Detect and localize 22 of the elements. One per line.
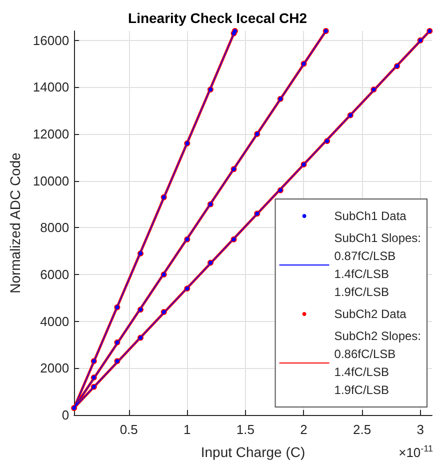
y-tick-label: 12000 — [32, 126, 70, 142]
y-tick-label: 4000 — [40, 314, 70, 329]
x-tick-label: 2.5 — [353, 422, 372, 437]
y-tick-label: 10000 — [32, 173, 70, 188]
y-tick-label: 0 — [62, 408, 70, 422]
y-tick-label: 2000 — [40, 360, 70, 376]
x-axis-title: Input Charge (C) — [200, 444, 306, 460]
legend-label: SubCh1 Slopes: 0.87fC/LSB 1.4fC/LSB 1.9fC/LSB — [334, 231, 422, 299]
x-tick-label: 1.5 — [236, 422, 254, 437]
legend-label: SubCh2 Data — [334, 307, 407, 321]
y-tick-label: 8000 — [40, 220, 70, 236]
x-tick-label: 0.5 — [120, 422, 138, 437]
legend-label: SubCh2 Slopes: 0.86fC/LSB 1.4fC/LSB 1.9fC/LSB — [334, 329, 422, 397]
legend-label: SubCh1 Data — [334, 209, 407, 223]
y-tick-label: 14000 — [32, 80, 70, 95]
chart-title: Linearity Check Icecal CH2 — [128, 10, 308, 26]
x-tick-label: 2 — [300, 422, 308, 437]
y-axis-title: Normalized ADC Code — [7, 152, 23, 294]
y-tick-label: 6000 — [40, 267, 70, 282]
x-tick-label: 1 — [184, 422, 191, 437]
x-tick-label: 3 — [416, 422, 424, 437]
y-tick-label: 16000 — [32, 32, 70, 48]
